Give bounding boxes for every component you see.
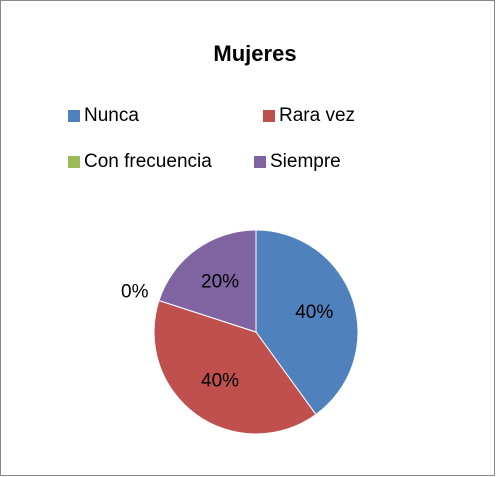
data-label: 0% <box>121 282 149 303</box>
legend-swatch <box>263 110 275 122</box>
legend-label: Siempre <box>270 151 341 172</box>
legend-label: Rara vez <box>279 105 355 126</box>
legend-swatch <box>68 156 80 168</box>
data-label: 40% <box>295 302 333 323</box>
data-label: 40% <box>201 371 239 392</box>
data-label: 20% <box>201 272 239 293</box>
chart-title: Mujeres <box>213 41 296 66</box>
pie-slice <box>255 229 359 416</box>
legend-label: Nunca <box>84 105 139 126</box>
pie-slice <box>153 299 317 435</box>
pie-slice <box>158 229 257 333</box>
legend-swatch <box>254 156 266 168</box>
legend-swatch <box>68 110 80 122</box>
legend-label: Con frecuencia <box>84 151 212 172</box>
